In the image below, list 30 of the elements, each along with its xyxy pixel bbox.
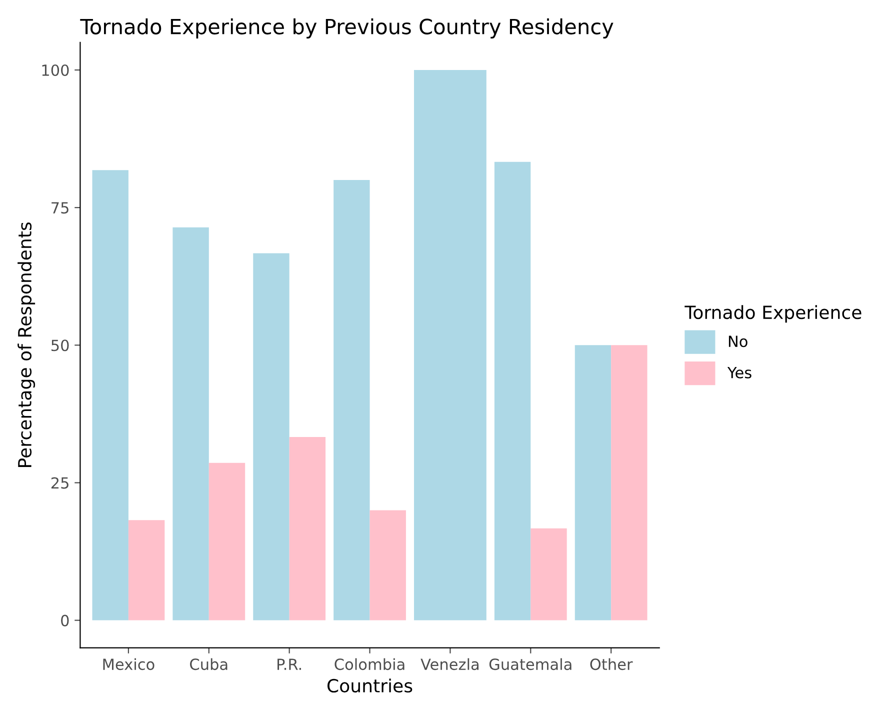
x-tick-label: Guatemala — [489, 658, 572, 670]
bar — [530, 528, 567, 620]
y-tick-label: 75 — [52, 202, 68, 214]
bar — [289, 437, 326, 620]
bar — [253, 253, 290, 620]
chart-title: Tornado Experience by Previous Country Residency — [80, 18, 614, 38]
bar — [92, 170, 128, 620]
legend-label: No — [728, 336, 748, 348]
y-tick-label: 50 — [52, 340, 69, 352]
x-tick-label: P.R. — [278, 658, 301, 670]
x-tick-label: Colombia — [334, 658, 404, 670]
legend-title: Tornado Experience — [684, 305, 862, 323]
x-tick-label: Mexico — [103, 658, 154, 670]
bar — [611, 345, 648, 620]
x-tick-label: Other — [590, 658, 633, 670]
bar — [370, 510, 406, 620]
y-tick-label: 100 — [42, 64, 69, 76]
x-tick-label: Venezla — [420, 658, 479, 670]
bar — [208, 462, 246, 620]
legend-label: Yes — [727, 367, 752, 378]
y-axis-title: Percentage of Respondents — [18, 222, 36, 467]
y-tick-label: 25 — [51, 477, 68, 489]
bar — [494, 162, 531, 620]
bar — [574, 345, 612, 620]
bar — [334, 180, 370, 620]
x-axis-title: Countries — [327, 678, 412, 693]
y-tick-label: 0 — [61, 614, 69, 626]
x-tick-label: Cuba — [190, 658, 228, 670]
bar — [128, 520, 165, 620]
bar — [172, 227, 209, 620]
